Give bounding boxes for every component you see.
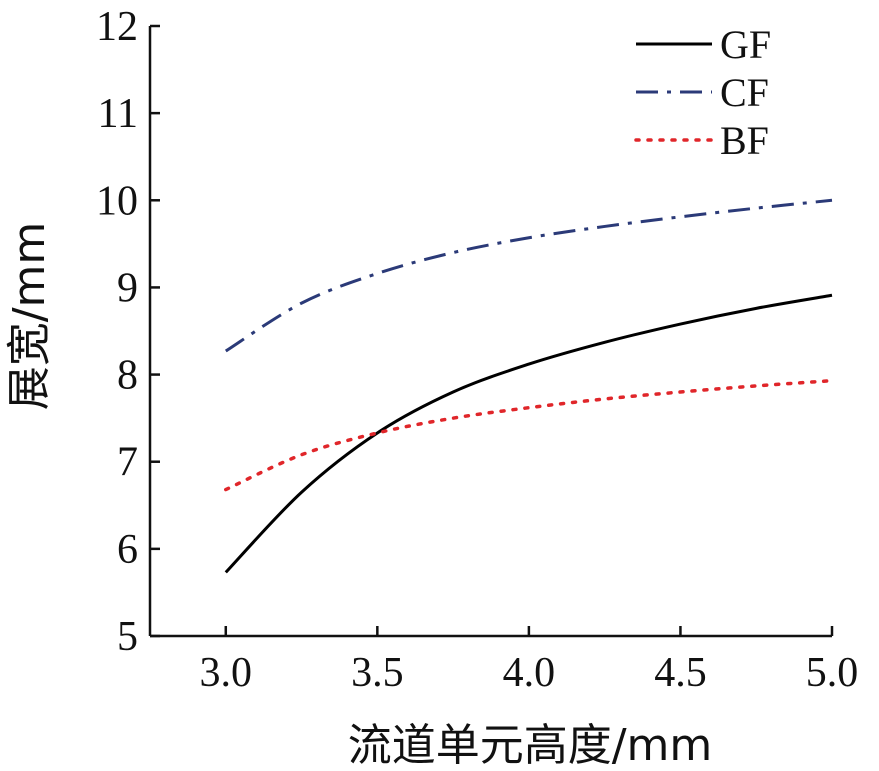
x-tick-label: 4.5 [654,650,707,696]
y-tick-label: 8 [117,353,138,399]
x-tick-label: 3.0 [200,650,253,696]
y-tick-label: 12 [96,4,138,50]
y-tick-label: 9 [117,265,138,311]
y-tick-label: 5 [117,614,138,660]
y-tick-label: 7 [117,440,138,486]
series-line-bf [224,378,834,492]
x-tick-label: 4.0 [503,650,556,696]
legend-label-cf: CF [720,70,769,115]
axes [148,26,832,638]
ticks: 5 6 7 8 9 10 11 12 3.0 3.5 4.0 4.5 5.0 [96,4,858,696]
x-tick-label: 5.0 [806,650,859,696]
series-line-cf [224,198,833,353]
y-tick-label: 10 [96,178,138,224]
x-axis-title: 流道单元高度/mm [348,720,713,771]
legend-label-bf: BF [720,118,769,163]
series-lines [224,198,834,574]
y-tick-label: 6 [117,527,138,573]
y-tick-label: 11 [98,91,138,137]
x-tick-label: 3.5 [351,650,404,696]
legend-label-gf: GF [720,22,771,67]
series-line-gf [224,293,833,574]
y-axis-title: 展宽/mm [4,222,55,411]
